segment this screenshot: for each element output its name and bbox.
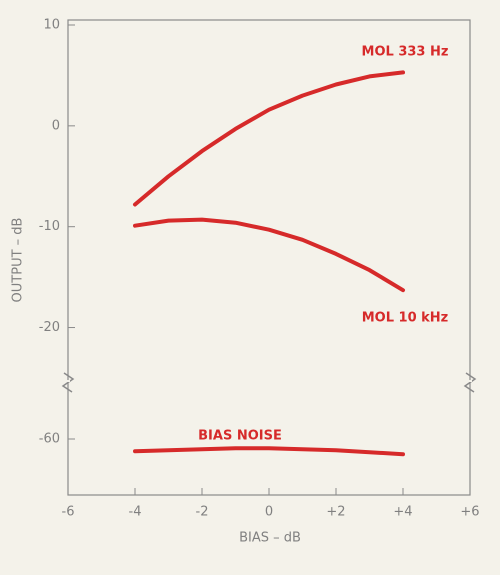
y-tick-label: 0 — [52, 118, 60, 133]
break-gap — [66, 380, 70, 382]
y-tick-label: -10 — [39, 219, 60, 234]
data-line — [133, 70, 405, 207]
x-tick-label: +4 — [393, 505, 412, 520]
axis-break — [463, 372, 477, 393]
x-tick-label: -6 — [62, 505, 75, 520]
break-gap — [468, 380, 472, 382]
x-tick-label: -2 — [196, 505, 209, 520]
y-axis-label: OUTPUT – dB — [11, 218, 26, 303]
data-line — [133, 446, 405, 457]
data-line — [133, 217, 405, 293]
x-tick-label: +6 — [460, 505, 479, 520]
series-label: BIAS NOISE — [198, 429, 282, 444]
plot-frame — [67, 19, 471, 496]
x-tick-label: -4 — [129, 505, 142, 520]
y-tick-label: -60 — [39, 432, 60, 447]
y-tick-label: -20 — [39, 320, 60, 335]
x-tick-label: 0 — [265, 505, 273, 520]
axis-break — [61, 372, 75, 393]
x-tick-label: +2 — [326, 505, 345, 520]
y-tick-label: 10 — [43, 18, 60, 33]
series-label: MOL 10 kHz — [362, 311, 449, 326]
series-label: MOL 333 Hz — [362, 45, 449, 60]
x-axis-label: BIAS – dB — [239, 531, 301, 546]
